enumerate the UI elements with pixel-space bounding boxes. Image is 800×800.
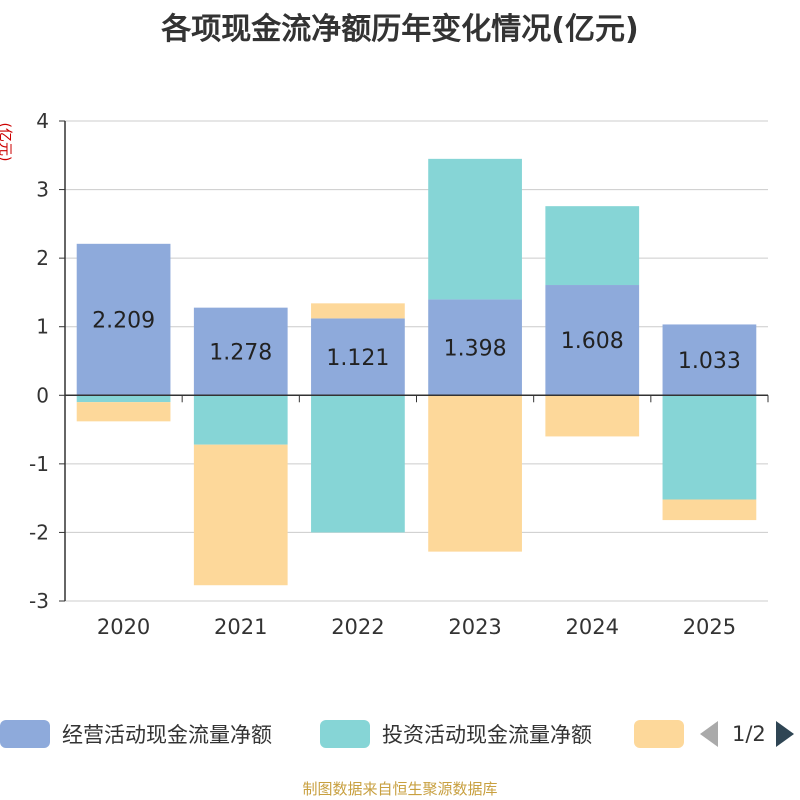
x-tick-label: 2023 — [448, 615, 501, 639]
legend-item-operating[interactable]: 经营活动现金流量净额 — [0, 716, 272, 752]
y-tick-label: -3 — [29, 589, 49, 613]
bar-chart: 4 3 2 1 0 -1 -2 -3 2.209 1.278 1.121 1.398 1.608 1.03… — [29, 109, 769, 639]
legend-swatch-financing — [634, 720, 684, 748]
legend-item-investing[interactable]: 投资活动现金流量净额 — [320, 716, 592, 752]
y-tick-label: -2 — [29, 520, 49, 544]
data-label: 1.033 — [678, 349, 741, 374]
legend-label-operating: 经营活动现金流量净额 — [62, 723, 272, 747]
bar-series2-2023 — [428, 395, 522, 552]
legend-swatch-operating — [0, 720, 50, 748]
bar-series1-2021 — [193, 395, 288, 445]
bar-series0-2022 — [311, 318, 405, 396]
bar-series2-2025 — [662, 499, 757, 521]
bar-series1-2023 — [428, 158, 522, 300]
y-tick-label: 0 — [36, 383, 49, 407]
y-tick-label: 3 — [36, 178, 49, 202]
pager-text: 1/2 — [732, 722, 766, 746]
source-note: 制图数据来自恒生聚源数据库 — [302, 780, 498, 798]
bar-series2-2024 — [545, 395, 640, 437]
bar-series2-2021 — [193, 444, 288, 586]
pager-prev-icon[interactable] — [700, 721, 718, 747]
bar-series0-2025 — [662, 324, 757, 396]
x-tick-label: 2022 — [331, 615, 384, 639]
x-tick-label: 2021 — [214, 615, 267, 639]
bar-series0-2024 — [545, 285, 640, 396]
y-tick-label: 2 — [36, 246, 49, 270]
pager-next-icon[interactable] — [775, 721, 794, 747]
bar-series0-2020 — [76, 243, 171, 396]
legend-item-financing[interactable] — [634, 716, 684, 752]
x-tick-label: 2024 — [566, 615, 619, 639]
bar-series0-2021 — [193, 307, 288, 396]
legend-label-investing: 投资活动现金流量净额 — [382, 723, 592, 747]
x-tick-label: 2020 — [97, 615, 150, 639]
y-tick-label: -1 — [29, 452, 49, 476]
bar-series2-2022 — [311, 303, 405, 319]
legend-pager: 1/2 — [700, 716, 794, 752]
legend: 经营活动现金流量净额 投资活动现金流量净额 — [0, 716, 800, 756]
legend-swatch-investing — [320, 720, 370, 748]
bar-series1-2020 — [76, 395, 171, 403]
chart-title: 各项现金流净额历年变化情况(亿元) — [161, 12, 639, 47]
data-label: 1.121 — [326, 346, 389, 371]
data-label: 1.278 — [209, 340, 272, 365]
bar-series0-2023 — [428, 299, 522, 396]
data-label: 1.398 — [444, 336, 507, 361]
data-label: 1.608 — [561, 329, 624, 354]
bar-series1-2022 — [311, 395, 405, 533]
y-tick-label: 4 — [36, 109, 49, 133]
bar-series2-2020 — [76, 402, 171, 422]
y-tick-label: 1 — [36, 315, 49, 339]
x-tick-label: 2025 — [683, 615, 736, 639]
bar-series1-2024 — [545, 206, 640, 286]
data-label: 2.209 — [92, 309, 155, 334]
bar-series1-2025 — [662, 395, 757, 500]
